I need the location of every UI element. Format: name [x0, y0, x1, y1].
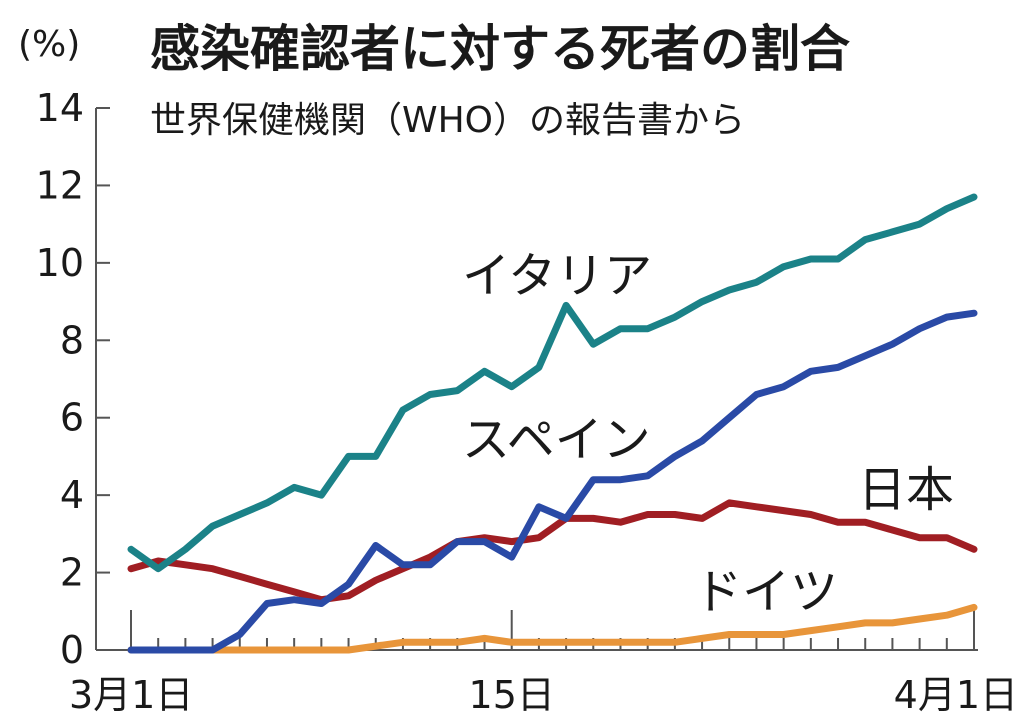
- y-tick-label: 10: [36, 241, 84, 285]
- tick-labels: 0 2 4 6 8 10 12 14 3月1日 15日 4月1日: [36, 86, 1018, 717]
- y-tick-label: 8: [60, 318, 84, 362]
- series-line-0: [127, 193, 978, 573]
- y-tick-label: 2: [60, 551, 84, 595]
- axes: [95, 107, 978, 651]
- series-label-germany: ドイツ: [694, 564, 838, 620]
- x-tick-label: 3月1日: [69, 673, 193, 717]
- series-line-3: [127, 603, 978, 654]
- series-line-2: [127, 499, 978, 604]
- series-label-italy: イタリア: [462, 248, 652, 304]
- chart-subtitle: 世界保健機関（WHO）の報告書から: [150, 100, 745, 141]
- series-label-spain: スペイン: [462, 412, 651, 468]
- y-axis-unit: (%): [18, 24, 80, 65]
- y-tick-label: 4: [60, 473, 84, 517]
- y-tick-label: 14: [36, 86, 84, 130]
- series-label-japan: 日本: [858, 462, 954, 518]
- series-lines: [127, 193, 978, 654]
- y-tick-label: 6: [60, 396, 84, 440]
- y-tick-label: 0: [60, 628, 84, 672]
- series-line-1: [127, 309, 978, 654]
- x-tick-label: 15日: [469, 673, 555, 717]
- x-tick-label: 4月1日: [894, 673, 1018, 717]
- chart-title: 感染確認者に対する死者の割合: [150, 20, 850, 78]
- y-tick-label: 12: [36, 163, 84, 207]
